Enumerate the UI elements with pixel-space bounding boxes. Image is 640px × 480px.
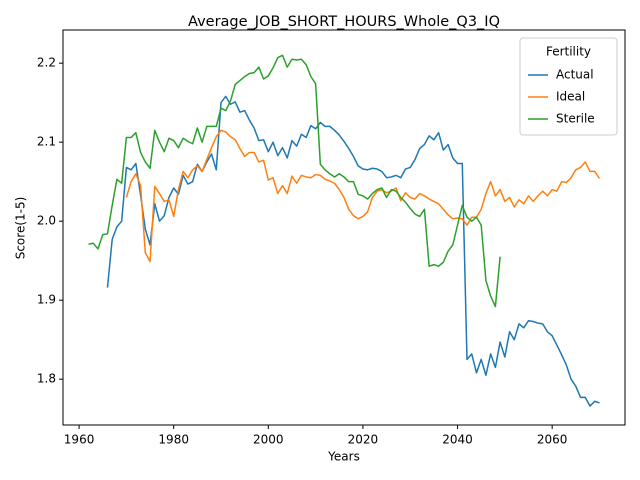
y-tick-label: 1.8 — [37, 372, 56, 386]
y-tick-label: 2.2 — [37, 56, 56, 70]
y-tick-label: 1.9 — [37, 293, 56, 307]
legend: Fertility Actual Ideal Sterile — [519, 37, 618, 136]
y-axis-label: Score(1-5) — [14, 197, 28, 260]
legend-label: Ideal — [556, 90, 585, 104]
data-line — [106, 95, 600, 407]
x-tick-label: 2060 — [537, 433, 568, 447]
x-tick-label: 2040 — [442, 433, 473, 447]
legend-box — [519, 37, 618, 136]
y-tick-label: 2.1 — [37, 135, 56, 149]
x-axis-label: Years — [327, 450, 360, 464]
x-tick-label: 2020 — [348, 433, 379, 447]
x-tick-label: 1980 — [158, 433, 189, 447]
chart-title: Average_JOB_SHORT_HOURS_Whole_Q3_IQ — [188, 14, 500, 30]
plot-frame — [62, 29, 626, 426]
legend-label: Sterile — [556, 112, 595, 126]
x-tick-label: 2000 — [253, 433, 284, 447]
legend-title: Fertility — [546, 45, 591, 59]
y-tick-label: 2.0 — [37, 214, 56, 228]
data-line — [88, 54, 501, 308]
legend-label: Actual — [556, 68, 594, 82]
x-tick-label: 1960 — [64, 433, 95, 447]
data-line — [125, 129, 601, 263]
